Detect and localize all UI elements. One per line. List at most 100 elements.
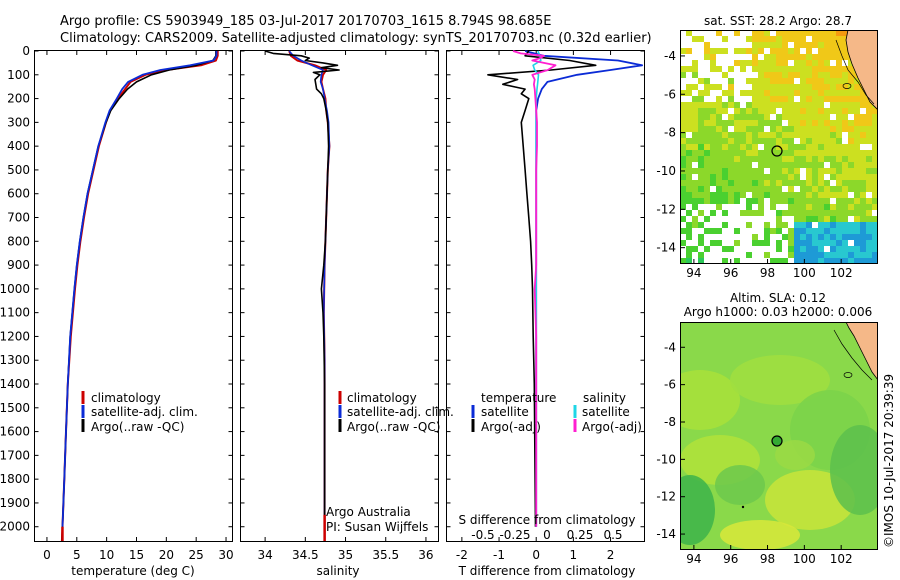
sst-cell [680, 108, 686, 114]
sst-cell [782, 48, 788, 54]
sst-cell [812, 174, 818, 180]
sst-cell [788, 132, 794, 138]
sst-cell [830, 126, 836, 132]
sst-cell [842, 120, 848, 126]
sst-cell [842, 66, 848, 72]
depth-tick-label: 1900 [0, 496, 30, 510]
sst-cell [680, 240, 686, 246]
sst-cell [800, 138, 806, 144]
sst-cell [764, 186, 770, 192]
sst-cell [716, 156, 722, 162]
sst-cell [800, 186, 806, 192]
sst-cell [764, 228, 770, 234]
sst-cell [830, 174, 836, 180]
sla-blob [730, 355, 830, 405]
sst-cell [686, 246, 692, 252]
sst-cell [830, 252, 836, 258]
sst-cell [830, 90, 836, 96]
sst-cell [716, 120, 722, 126]
sst-cell [776, 102, 782, 108]
sst-cell [830, 138, 836, 144]
sst-cell [704, 186, 710, 192]
sst-cell [734, 174, 740, 180]
sst-cell [830, 246, 836, 252]
sst-cell [704, 42, 710, 48]
sst-cell [752, 174, 758, 180]
sst-cell [698, 78, 704, 84]
sst-cell [686, 192, 692, 198]
sst-cell [758, 48, 764, 54]
depth-tick-label: 1800 [0, 472, 30, 486]
series-line-argo-raw-qc- [61, 51, 218, 527]
sst-cell [848, 96, 854, 102]
sst-cell [764, 36, 770, 42]
sst-cell [794, 180, 800, 186]
sst-cell [818, 138, 824, 144]
sst-cell [794, 144, 800, 150]
sst-cell [704, 156, 710, 162]
sst-cell [740, 126, 746, 132]
sst-cell [824, 126, 830, 132]
sst-cell [716, 114, 722, 120]
sst-cell [836, 114, 842, 120]
sst-cell [836, 210, 842, 216]
sst-cell [842, 144, 848, 150]
sst-cell [842, 102, 848, 108]
sst-cell [710, 132, 716, 138]
sst-cell [758, 210, 764, 216]
sst-cell [794, 174, 800, 180]
sst-cell [854, 144, 860, 150]
sst-cell [770, 180, 776, 186]
sst-cell [848, 102, 854, 108]
sst-cell [806, 54, 812, 60]
sst-cell [716, 84, 722, 90]
sst-cell [806, 174, 812, 180]
sst-cell [800, 210, 806, 216]
sst-cell [788, 156, 794, 162]
sst-cell [704, 108, 710, 114]
sst-cell [704, 138, 710, 144]
sst-cell [686, 174, 692, 180]
sst-cell [722, 168, 728, 174]
sst-cell [788, 72, 794, 78]
sst-cells [680, 30, 878, 264]
sst-cell [698, 96, 704, 102]
sst-cell [764, 150, 770, 156]
sst-island [842, 83, 852, 89]
sst-cell [752, 132, 758, 138]
sst-cell [776, 90, 782, 96]
sst-cell [728, 156, 734, 162]
sst-cell [776, 84, 782, 90]
difference-x-ticks: -2 -1 0 1 2 [456, 51, 614, 562]
sst-cell [800, 258, 806, 264]
sst-cell [860, 126, 866, 132]
sst-cell [686, 138, 692, 144]
sst-cell [698, 162, 704, 168]
depth-tick-label: 0 [22, 44, 30, 58]
sst-cell [800, 102, 806, 108]
sst-cell [824, 138, 830, 144]
sst-cell [704, 216, 710, 222]
sst-cell [836, 258, 842, 264]
sst-cell [680, 126, 686, 132]
salinity-panel-frame [240, 50, 439, 542]
sst-cell [776, 30, 782, 36]
sst-cell [686, 258, 692, 264]
sst-cell [794, 102, 800, 108]
sst-cell [782, 108, 788, 114]
sst-cell [764, 180, 770, 186]
sst-cell [872, 228, 878, 234]
sst-cell [812, 204, 818, 210]
sst-cell [830, 30, 836, 36]
legend-satellite: satellite-adj. clim. [91, 405, 198, 419]
sst-cell [686, 48, 692, 54]
sst-cell [722, 198, 728, 204]
sst-cell [782, 168, 788, 174]
sst-cell [710, 84, 716, 90]
sst-cell [764, 252, 770, 258]
sst-cell [872, 156, 878, 162]
sst-cell [740, 168, 746, 174]
sst-cell [854, 228, 860, 234]
legend-salinity-heading: salinity [583, 391, 626, 405]
sst-cell [758, 168, 764, 174]
